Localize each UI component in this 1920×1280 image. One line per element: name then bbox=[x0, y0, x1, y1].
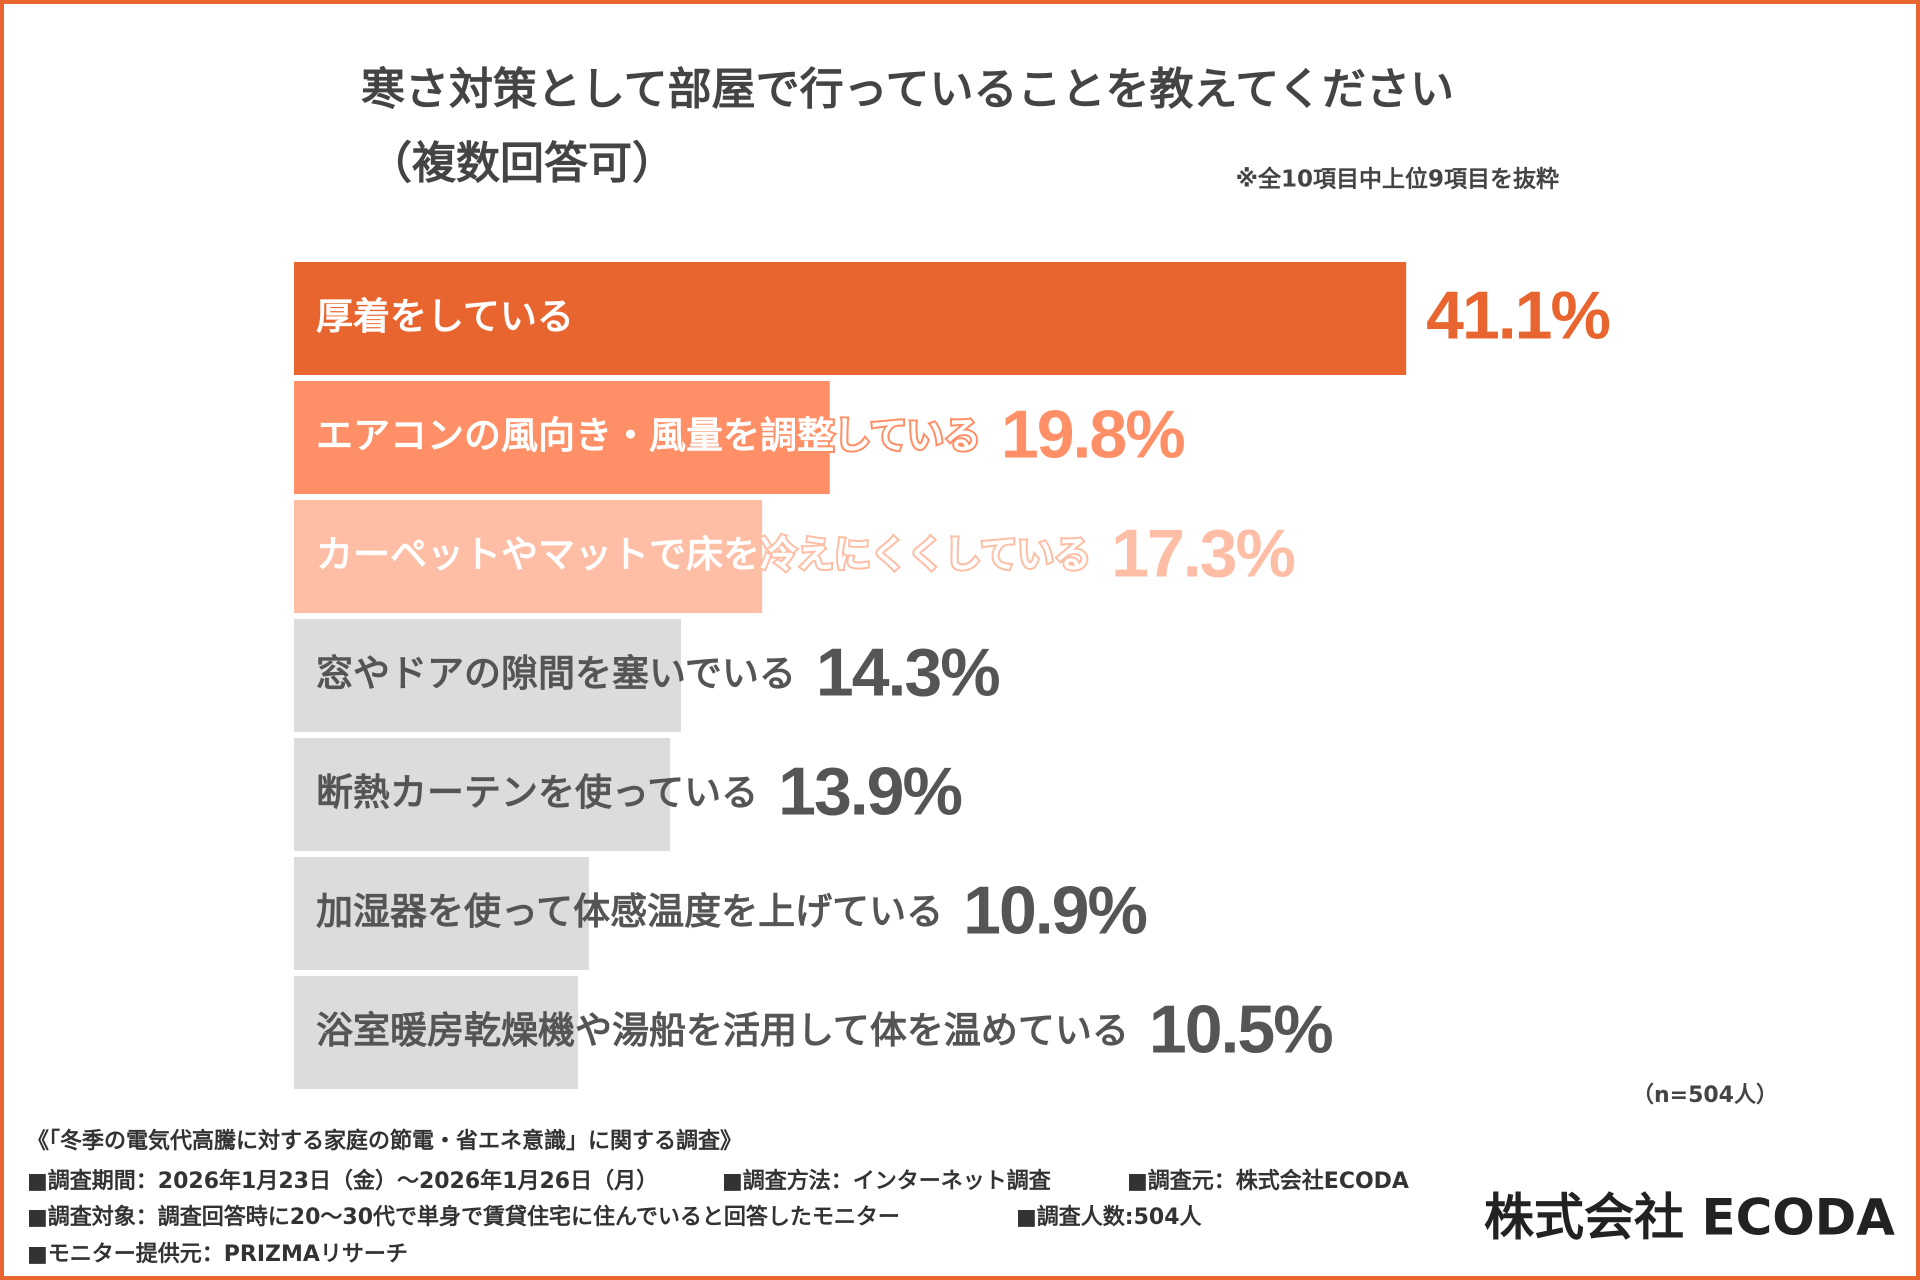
value-label: 14.3% bbox=[816, 634, 999, 710]
value-label: 17.3% bbox=[1111, 515, 1294, 591]
bar bbox=[294, 738, 671, 851]
bar bbox=[294, 976, 579, 1089]
value-label: 19.8% bbox=[1001, 396, 1184, 472]
value-label: 10.5% bbox=[1149, 991, 1332, 1067]
chart-title: 寒さ対策として部屋で行っていることを教えてください bbox=[361, 64, 1454, 115]
footer-line: ■調査方法：インターネット調査 bbox=[722, 1168, 1052, 1194]
category-label: エアコンの風向き・風量を調整している bbox=[316, 414, 981, 457]
chart-subtitle: （複数回答可） bbox=[368, 138, 676, 189]
category-label: 厚着をしている bbox=[316, 295, 574, 338]
footer-line: ■調査対象：調査回答時に20〜30代で単身で賃貸住宅に住んでいると回答したモニタ… bbox=[27, 1204, 900, 1230]
value-label: 13.9% bbox=[778, 753, 961, 829]
note: ※全10項目中上位9項目を抜粋 bbox=[1236, 166, 1559, 193]
footer-line: ■調査元：株式会社ECODA bbox=[1127, 1168, 1409, 1194]
bar bbox=[294, 619, 681, 732]
bar bbox=[294, 857, 589, 970]
bar bbox=[294, 381, 830, 494]
survey-title: 《「冬季の電気代高騰に対する家庭の節電・省エネ意識」に関する調査》 bbox=[27, 1128, 742, 1154]
sample-size: （n=504人） bbox=[1632, 1083, 1778, 1108]
category-label: 窓やドアの隙間を塞いでいる bbox=[316, 652, 796, 695]
footer-line: ■調査期間：2026年1月23日（金）〜2026年1月26日（月） bbox=[27, 1168, 658, 1194]
bar bbox=[294, 262, 1407, 375]
company: 株式会社 ECODA bbox=[1484, 1189, 1895, 1247]
value-label: 10.9% bbox=[963, 872, 1146, 948]
category-label: 断熱カーテンを使っている bbox=[316, 771, 758, 814]
category-label: 加湿器を使って体感温度を上げている bbox=[316, 890, 943, 933]
category-label: 浴室暖房乾燥機や湯船を活用して体を温めている bbox=[316, 1009, 1129, 1052]
footer-line: ■調査人数:504人 bbox=[1016, 1204, 1202, 1230]
footer-line: ■モニター提供元：PRIZMAリサーチ bbox=[27, 1241, 408, 1267]
category-label: カーペットやマットで床を冷えにくくしている bbox=[316, 533, 1091, 576]
bar bbox=[294, 500, 763, 613]
value-label: 41.1% bbox=[1426, 277, 1609, 353]
